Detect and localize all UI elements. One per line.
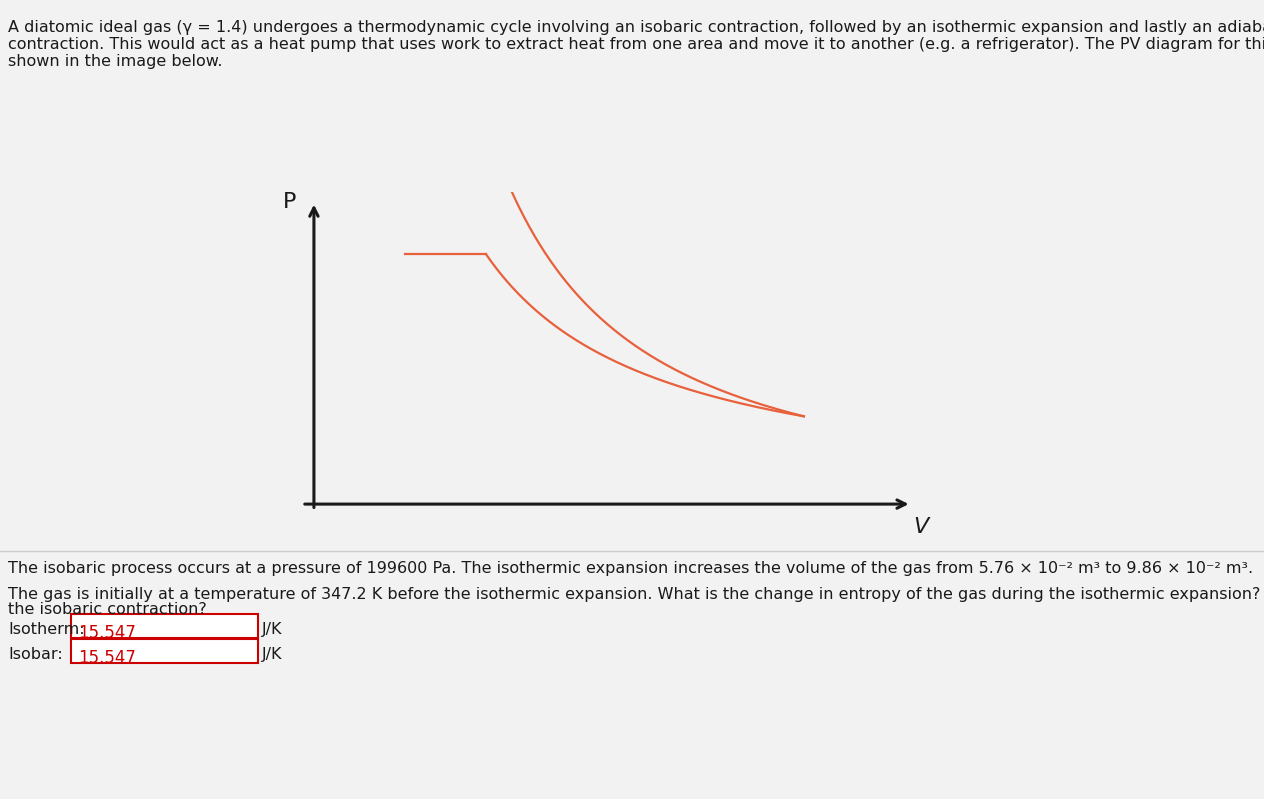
Text: Isotherm:: Isotherm: <box>8 622 85 637</box>
Text: V: V <box>914 517 929 537</box>
Text: J/K: J/K <box>262 622 282 637</box>
Text: contraction. This would act as a heat pump that uses work to extract heat from o: contraction. This would act as a heat pu… <box>8 37 1264 52</box>
FancyBboxPatch shape <box>71 639 258 663</box>
Text: shown in the image below.: shown in the image below. <box>8 54 222 69</box>
Text: J/K: J/K <box>262 647 282 662</box>
Text: P: P <box>283 192 297 212</box>
Text: 15.547: 15.547 <box>78 649 135 667</box>
Text: A diatomic ideal gas (γ = 1.4) undergoes a thermodynamic cycle involving an isob: A diatomic ideal gas (γ = 1.4) undergoes… <box>8 20 1264 35</box>
Text: The isobaric process occurs at a pressure of 199600 Pa. The isothermic expansion: The isobaric process occurs at a pressur… <box>8 561 1253 576</box>
Text: The gas is initially at a temperature of 347.2 K before the isothermic expansion: The gas is initially at a temperature of… <box>8 587 1264 602</box>
Text: Isobar:: Isobar: <box>8 647 63 662</box>
FancyBboxPatch shape <box>71 614 258 638</box>
Text: the isobaric contraction?: the isobaric contraction? <box>8 602 207 617</box>
Text: 15.547: 15.547 <box>78 624 135 642</box>
